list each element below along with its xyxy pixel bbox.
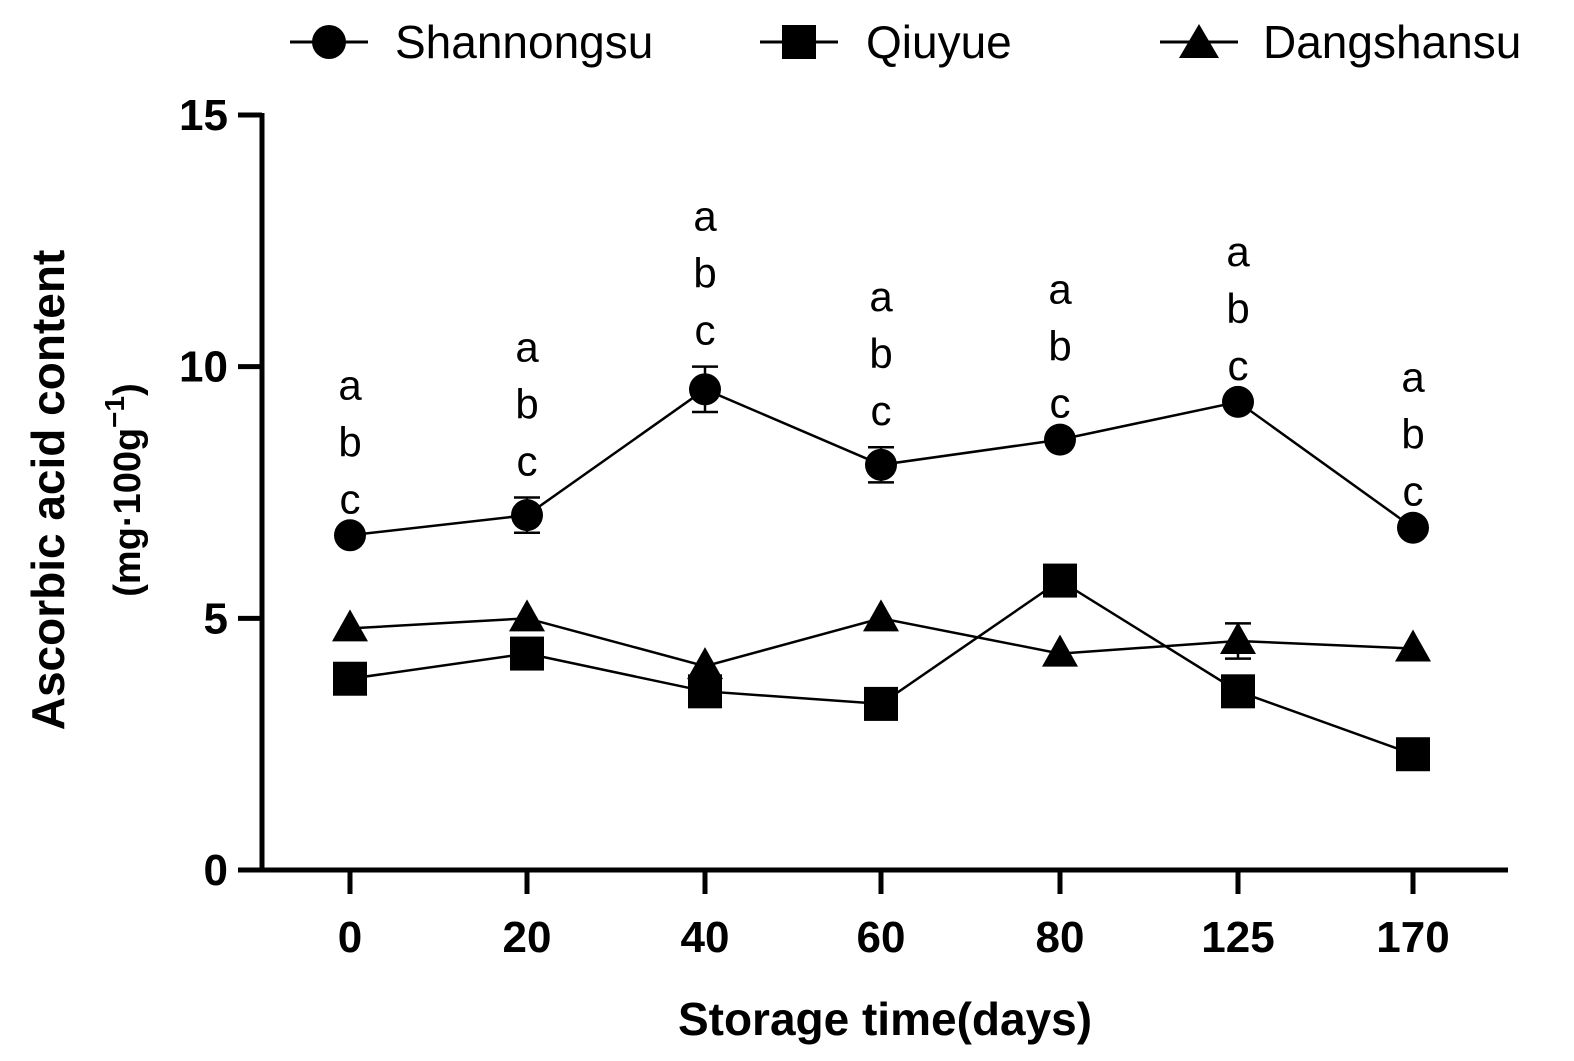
y-tick-label: 5: [204, 594, 228, 643]
data-point-qiuyue: [864, 686, 898, 721]
legend-item-qiuyue: Qiuyue: [760, 16, 1012, 68]
y-axis-unit: (mg·100g−1): [99, 383, 149, 597]
x-tick-label: 0: [338, 913, 362, 962]
y-axis-unit-group: (mg·100g−1): [99, 383, 149, 597]
significance-letter: a: [515, 324, 539, 371]
legend-triangle-marker-icon: [1179, 24, 1219, 58]
legend: Shannongsu Qiuyue Dangshansu: [290, 16, 1521, 68]
y-tick-label: 10: [179, 343, 228, 392]
data-point-qiuyue: [333, 661, 367, 696]
significance-letter: b: [693, 250, 716, 297]
significance-letter: b: [338, 418, 361, 465]
data-point-shannongsu: [1222, 385, 1254, 418]
legend-item-shannongsu: Shannongsu: [290, 16, 653, 68]
significance-letter: a: [693, 193, 717, 240]
data-point-dangshansu: [1395, 629, 1431, 662]
data-point-shannongsu: [689, 373, 721, 406]
significance-letter: a: [869, 273, 893, 320]
significance-letter: c: [517, 438, 538, 485]
legend-item-dangshansu: Dangshansu: [1160, 16, 1521, 68]
data-point-qiuyue: [688, 674, 722, 709]
significance-letter: a: [1226, 228, 1250, 275]
data-point-shannongsu: [865, 448, 897, 481]
y-axis-unit-suffix: ): [107, 383, 149, 396]
significance-letter: a: [1048, 266, 1072, 313]
significance-letter: c: [1228, 342, 1249, 389]
y-axis-title: Ascorbic acid content: [22, 250, 74, 731]
data-point-shannongsu: [1397, 511, 1429, 544]
significance-letter: c: [871, 387, 892, 434]
x-tick-label: 125: [1201, 913, 1274, 962]
x-tick-label: 170: [1376, 913, 1449, 962]
significance-letter: b: [515, 381, 538, 428]
legend-circle-marker-icon: [312, 25, 346, 59]
y-tick-label: 0: [204, 846, 228, 895]
y-axis-title-group: Ascorbic acid content: [22, 250, 74, 731]
significance-letter: b: [1226, 285, 1249, 332]
x-tick-label: 80: [1036, 913, 1085, 962]
data-point-dangshansu: [332, 609, 368, 642]
significance-letter: a: [1401, 354, 1425, 401]
data-point-qiuyue: [1396, 737, 1430, 772]
data-point-shannongsu: [1044, 423, 1076, 456]
data-point-qiuyue: [1043, 563, 1077, 598]
significance-letter: c: [1403, 468, 1424, 515]
significance-letter: a: [338, 361, 362, 408]
x-tick-label: 40: [681, 913, 730, 962]
y-ticks: 0 5 10 15: [179, 91, 262, 895]
data-point-dangshansu: [509, 599, 545, 632]
legend-label-qiuyue: Qiuyue: [866, 16, 1012, 68]
significance-letter: c: [1050, 380, 1071, 427]
data-point-dangshansu: [1220, 621, 1256, 654]
significance-letter: b: [1048, 323, 1071, 370]
x-tick-label: 20: [503, 913, 552, 962]
data-point-dangshansu: [687, 647, 723, 680]
significance-letter: c: [340, 475, 361, 522]
significance-letter: b: [1401, 411, 1424, 458]
data-point-dangshansu: [863, 599, 899, 632]
x-axis-title: Storage time(days): [678, 993, 1092, 1045]
y-tick-label: 15: [179, 91, 228, 140]
legend-square-marker-icon: [782, 25, 816, 59]
significance-letter: b: [869, 330, 892, 377]
data-point-dangshansu: [1042, 634, 1078, 667]
markers: [332, 373, 1431, 772]
data-point-qiuyue: [1221, 674, 1255, 709]
y-axis-unit-exponent: −1: [99, 396, 130, 428]
data-point-shannongsu: [334, 519, 366, 552]
significance-letter: c: [695, 307, 716, 354]
x-tick-label: 60: [857, 913, 906, 962]
legend-label-dangshansu: Dangshansu: [1263, 16, 1521, 68]
legend-label-shannongsu: Shannongsu: [395, 16, 653, 68]
data-point-shannongsu: [511, 499, 543, 532]
data-point-qiuyue: [510, 636, 544, 671]
x-ticks: 0 20 40 60 80 125 170: [338, 870, 1450, 962]
y-axis-unit-prefix: (mg·100g: [107, 428, 149, 597]
